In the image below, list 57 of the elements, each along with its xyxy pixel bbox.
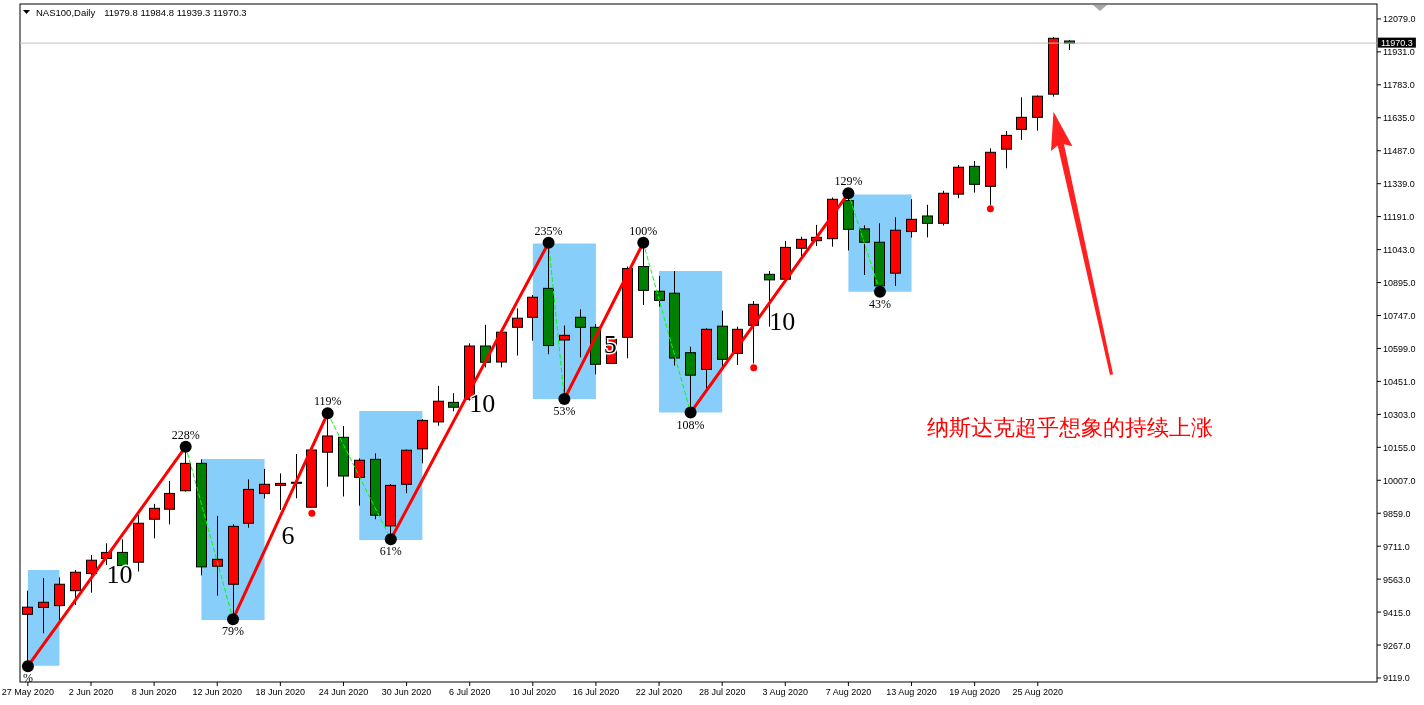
y-tick-label: 11339.0: [1383, 179, 1415, 190]
y-tick-label: 11487.0: [1383, 146, 1415, 157]
x-tick-label: 10 Jul 2020: [509, 687, 557, 697]
y-tick-label: 9711.0: [1383, 541, 1410, 552]
annotation: 235%: [534, 223, 563, 238]
annotation: 228%: [171, 427, 200, 442]
x-tick-label: 18 Jun 2020: [255, 687, 306, 697]
annotation: 6: [281, 521, 295, 551]
x-tick-label: 22 Jul 2020: [635, 687, 683, 697]
annotation: 119%: [313, 394, 342, 409]
y-tick-label: 9563.0: [1383, 574, 1411, 585]
x-tick-label: 30 Jun 2020: [381, 687, 432, 697]
y-tick-label: 9267.0: [1383, 640, 1411, 651]
y-tick-label: 10747.0: [1383, 311, 1416, 321]
y-tick-label: 12079.0: [1383, 14, 1416, 25]
annotation: 10: [469, 388, 496, 418]
x-tick-label: 12 Jun 2020: [192, 687, 243, 697]
x-tick-label: 6 Jul 2020: [448, 687, 491, 697]
y-tick-label: 11191.0: [1383, 212, 1415, 223]
x-tick-label: 19 Aug 2020: [949, 687, 1000, 697]
y-tick-label: 11931.0: [1383, 47, 1415, 58]
y-tick-label: 10007.0: [1383, 475, 1416, 486]
y-tick-label: 9859.0: [1383, 508, 1411, 519]
annotation: 100%: [629, 223, 658, 238]
y-tick-label: 10451.0: [1383, 376, 1416, 387]
x-tick-label: 3 Aug 2020: [762, 687, 809, 697]
x-tick-label: 13 Aug 2020: [886, 687, 937, 697]
x-tick-label: 8 Jun 2020: [131, 687, 177, 697]
x-tick-label: 28 Jul 2020: [698, 687, 746, 697]
x-tick-label: 25 Aug 2020: [1012, 687, 1064, 697]
x-tick-label: 16 Jul 2020: [572, 687, 620, 697]
chart-subtitle: 11979.8 11984.8 11939.3 11970.3: [104, 7, 247, 18]
annotation: 10: [106, 560, 133, 590]
y-tick-label: 10303.0: [1383, 409, 1416, 420]
y-tick-label: 10599.0: [1383, 343, 1416, 354]
y-tick-label: 11043.0: [1383, 245, 1415, 256]
annotation: 43%: [868, 296, 891, 311]
y-tick-label: 11783.0: [1383, 80, 1415, 91]
y-tick-label: 11635.0: [1383, 113, 1415, 124]
x-tick-label: 27 May 2020: [1, 687, 54, 697]
annotation: 61%: [379, 544, 402, 559]
x-tick-label: 24 Jun 2020: [318, 687, 369, 697]
annotation: %: [22, 671, 33, 686]
chart-title: NAS100,Daily: [36, 7, 96, 18]
annotation: 10: [769, 306, 796, 336]
y-tick-label: 10895.0: [1383, 278, 1416, 289]
annotation: 纳斯达克超乎想象的持续上涨: [926, 415, 1213, 441]
y-tick-label: 9415.0: [1383, 607, 1411, 618]
ref-label: 11970.3: [1378, 37, 1416, 48]
annotation: 108%: [676, 417, 705, 432]
x-tick-label: 2 Jun 2020: [68, 687, 114, 697]
x-tick-label: 7 Aug 2020: [825, 687, 872, 697]
annotation: 129%: [834, 174, 863, 189]
annotation: 53%: [553, 404, 576, 418]
annotation: 79%: [222, 624, 245, 639]
y-tick-label: 9119.0: [1383, 673, 1410, 684]
y-tick-label: 10155.0: [1383, 442, 1416, 453]
